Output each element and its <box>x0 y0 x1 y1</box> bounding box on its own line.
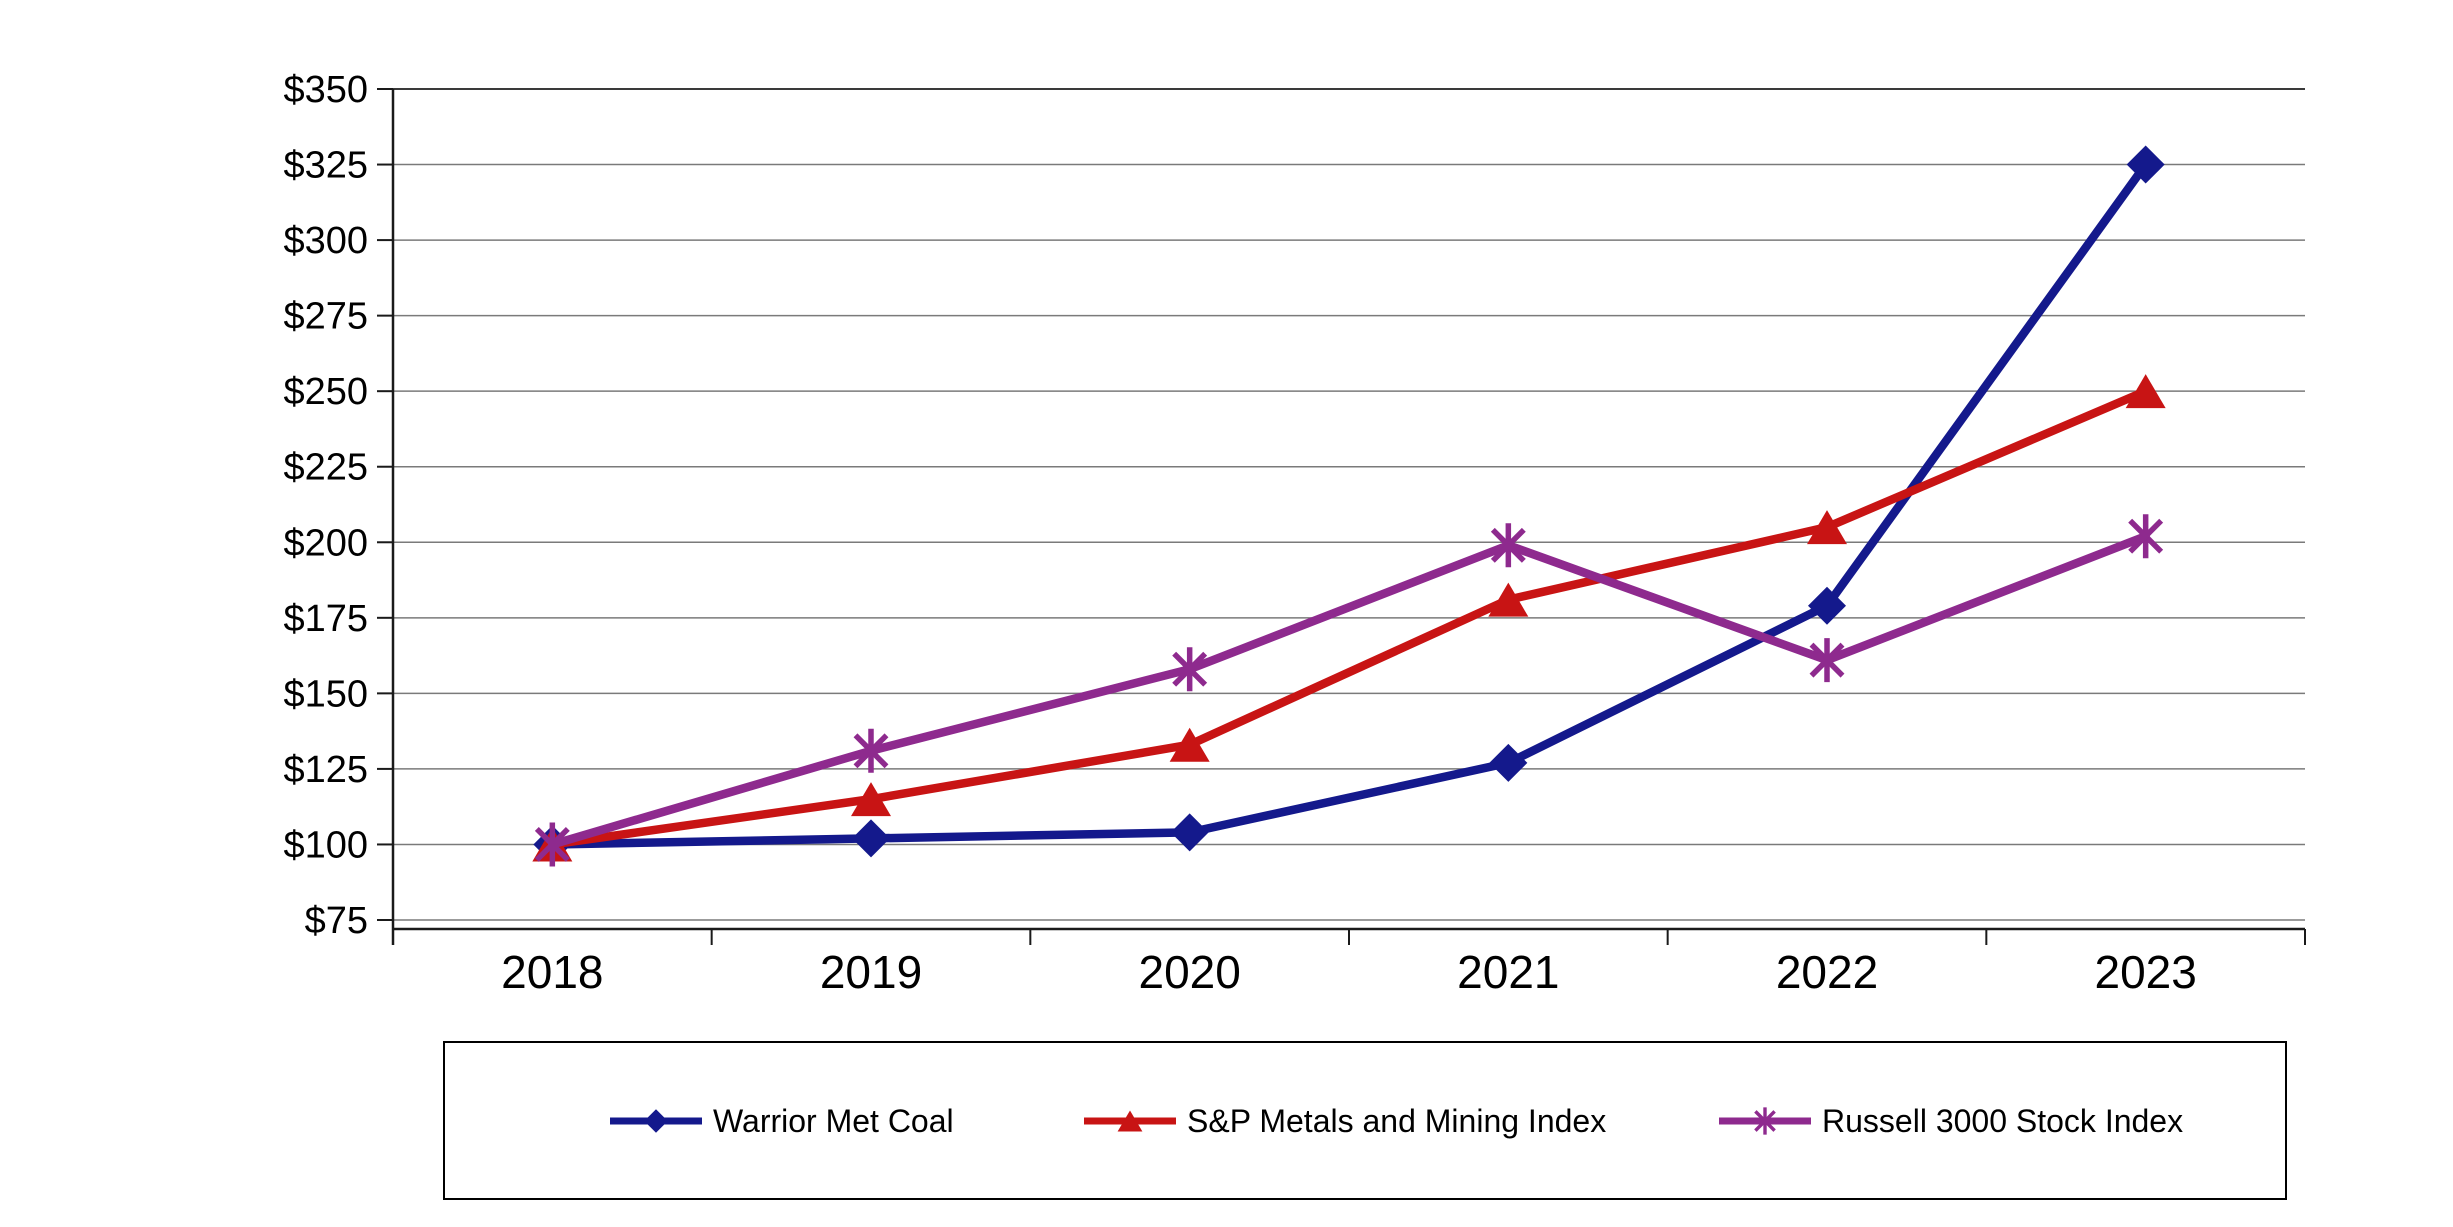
y-tick-label: $325 <box>283 145 368 187</box>
asterisk-stroke <box>1754 1109 1776 1132</box>
series-line <box>548 531 2150 849</box>
legend-item-warrior-met-coal: Warrior Met Coal <box>608 1099 954 1143</box>
legend-label: S&P Metals and Mining Index <box>1187 1102 1607 1139</box>
y-tick-label: $75 <box>305 900 368 942</box>
y-tick-label: $350 <box>283 69 368 111</box>
series-line <box>548 160 2150 849</box>
y-axis-ticks <box>377 88 393 921</box>
x-axis-ticks <box>392 929 2306 945</box>
legend-sample-group <box>1084 1109 1176 1132</box>
diamond-marker-icon <box>852 819 890 858</box>
legend-label: Warrior Met Coal <box>713 1102 954 1139</box>
triangle-marker-icon <box>2125 374 2166 409</box>
asterisk-stroke <box>1172 651 1208 687</box>
triangle-marker-icon <box>1117 1109 1143 1132</box>
triangle-marker-icon <box>851 782 891 817</box>
legend-line-sample <box>1719 1106 1811 1135</box>
legend-label: Russell 3000 Stock Index <box>1822 1102 2184 1139</box>
y-axis-labels: $75 $100 $125 $150 $175 $200 $225 $250 $275 $300 $… <box>283 69 368 942</box>
y-tick-label: $175 <box>283 598 368 640</box>
x-tick-label: 2023 <box>2094 946 2196 998</box>
axes <box>391 89 2305 945</box>
x-tick-label: 2019 <box>820 946 922 998</box>
series-russell-3000-stock-index <box>534 514 2164 867</box>
diamond-marker-icon <box>2126 145 2165 184</box>
x-tick-label: 2022 <box>1776 946 1878 998</box>
asterisk-stroke <box>1809 642 1845 678</box>
legend-sample-group <box>1719 1106 1811 1135</box>
diamond-marker-icon <box>1808 586 1846 625</box>
chart-legend: Warrior Met Coal S&P Metals and Mining In… <box>443 1041 2287 1200</box>
x-axis-labels: 2018 2019 2020 2021 2022 2023 <box>501 946 2197 998</box>
legend-line-sample <box>610 1108 702 1133</box>
triangle-marker-icon <box>1488 582 1529 617</box>
asterisk-stroke <box>853 733 889 769</box>
asterisk-marker-icon <box>534 822 570 867</box>
legend-item-russell-3000-stock-index: Russell 3000 Stock Index <box>1717 1099 2183 1143</box>
legend-item-s-p-metals-and-mining-index: S&P Metals and Mining Index <box>1082 1099 1606 1143</box>
y-tick-label: $125 <box>283 749 368 791</box>
asterisk-marker-icon <box>1754 1106 1776 1135</box>
triangle-marker-icon <box>1169 727 1210 762</box>
triangle-marker-icon <box>1807 510 1847 545</box>
y-tick-label: $200 <box>283 522 368 564</box>
asterisk-stroke <box>2128 518 2164 554</box>
asterisk-marker-icon <box>853 728 889 773</box>
legend-line-sample <box>1084 1109 1176 1132</box>
asterisk-marker-icon <box>1809 638 1845 683</box>
diamond-marker-icon <box>644 1108 668 1133</box>
y-tick-label: $100 <box>283 824 368 866</box>
x-tick-label: 2020 <box>1138 946 1240 998</box>
y-tick-label: $225 <box>283 447 368 489</box>
y-tick-label: $300 <box>283 220 368 262</box>
diamond-marker-icon <box>1489 743 1528 782</box>
diamond-marker-icon <box>1170 813 1209 852</box>
asterisk-marker-icon <box>1490 523 1526 568</box>
asterisk-stroke <box>1490 527 1526 563</box>
asterisk-marker-icon <box>2128 514 2164 559</box>
series-warrior-met-coal <box>533 145 2165 864</box>
asterisk-stroke <box>534 827 570 862</box>
y-tick-label: $150 <box>283 673 368 715</box>
x-tick-label: 2021 <box>1457 946 1559 998</box>
y-tick-label: $275 <box>283 296 368 338</box>
legend-sample-group <box>610 1108 702 1133</box>
series-line <box>548 386 2150 849</box>
x-tick-label: 2018 <box>501 946 603 998</box>
y-tick-label: $250 <box>283 371 368 413</box>
asterisk-marker-icon <box>1172 647 1208 692</box>
